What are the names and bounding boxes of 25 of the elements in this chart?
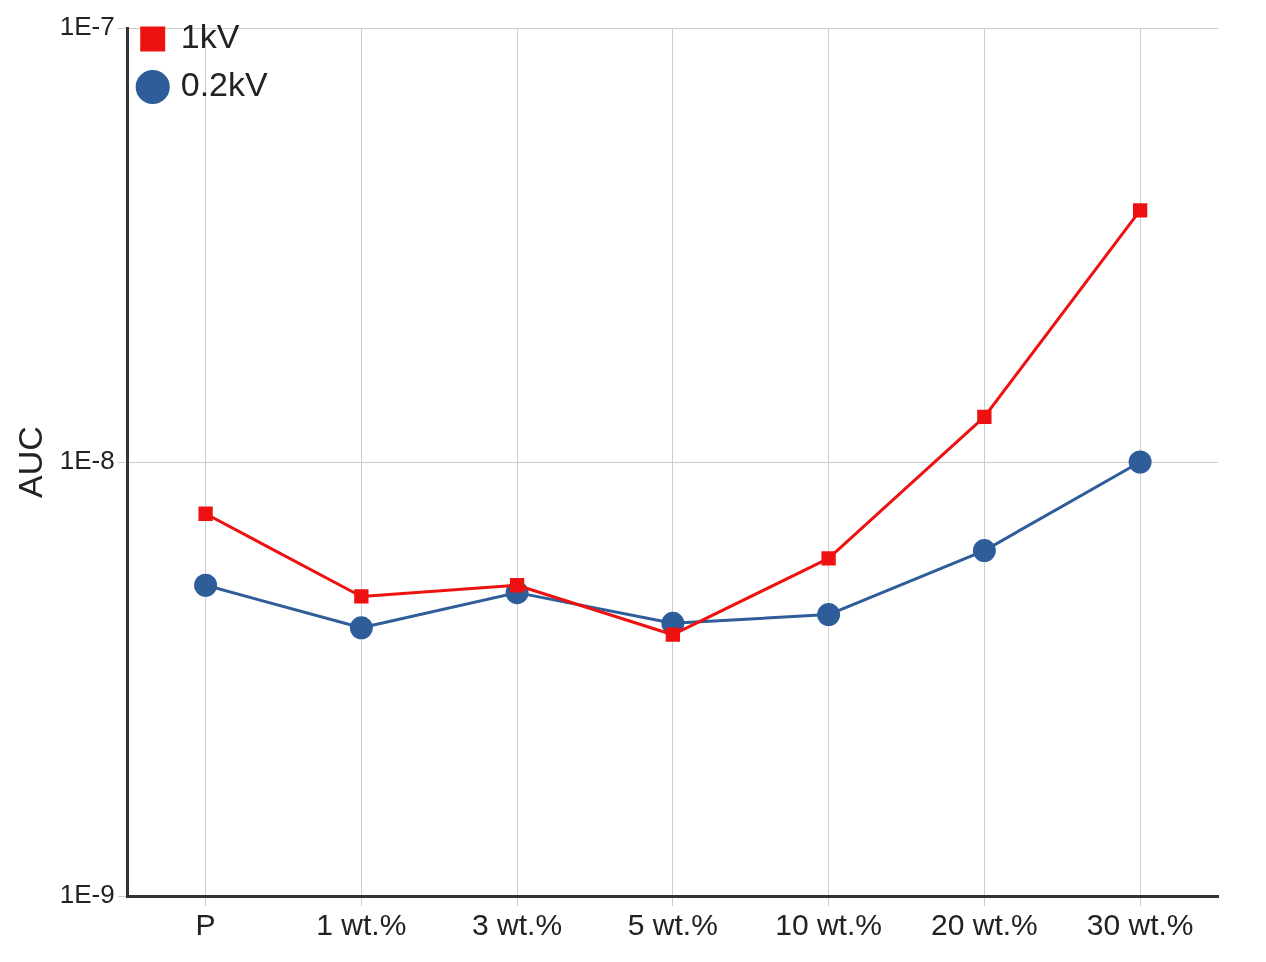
- point: [194, 573, 218, 597]
- x-tick-label: 20 wt.%: [931, 908, 1038, 942]
- x-tick-label: 1 wt.%: [316, 908, 407, 942]
- x-tick-label: 10 wt.%: [775, 908, 882, 942]
- point: [821, 551, 836, 566]
- point: [972, 539, 996, 563]
- y-tick-label: 1E-9: [59, 879, 115, 910]
- x-tick-label: 3 wt.%: [472, 908, 563, 942]
- y-tick-label: 1E-8: [59, 445, 115, 476]
- point: [665, 627, 681, 642]
- point: [817, 603, 841, 627]
- legend-label: 1kV: [180, 17, 240, 56]
- y-axis-title: AUC: [10, 426, 49, 498]
- point: [1132, 203, 1148, 218]
- legend-label: 0.2kV: [180, 65, 268, 104]
- x-tick-label: 30 wt.%: [1086, 908, 1194, 942]
- point: [198, 506, 213, 521]
- point: [509, 578, 525, 593]
- point: [1128, 450, 1152, 474]
- point: [977, 409, 992, 425]
- y-tick-label: 1E-7: [59, 11, 115, 42]
- point: [349, 616, 373, 640]
- x-tick-label: 5 wt.%: [627, 908, 718, 942]
- point: [354, 589, 369, 604]
- x-tick-label: P: [195, 908, 216, 942]
